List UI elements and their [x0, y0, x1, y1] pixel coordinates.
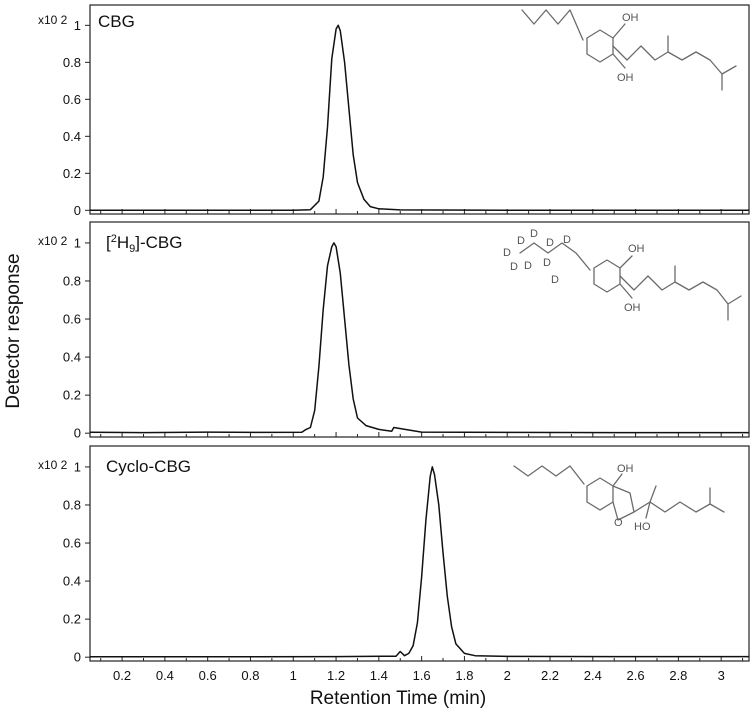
- structure-d-label: D: [510, 261, 518, 273]
- x-tick-label: 2.8: [669, 668, 687, 683]
- y-ticks: 0 0.2 0.4 0.6 0.8 1: [63, 459, 90, 665]
- x-tick-label: 1: [290, 668, 297, 683]
- x-tick-label: 1.8: [455, 668, 473, 683]
- x-tick-label: 2: [504, 668, 511, 683]
- structure-d-label: D: [530, 228, 538, 240]
- x-tick-label: 0.6: [199, 668, 217, 683]
- panel-title: Cyclo-CBG: [106, 457, 191, 476]
- panel-cbg: 0 0.2 0.4 0.6 0.8 1 x10 2 CBG OH OH: [38, 4, 750, 218]
- y-scale-label: x10 2: [38, 234, 68, 248]
- y-tick-label: 1: [74, 235, 81, 250]
- structure-benzene-ring: [586, 477, 614, 511]
- structure-d-label: D: [563, 234, 571, 246]
- y-tick-label: 0.8: [63, 55, 81, 70]
- y-axis-title: Detector response: [3, 253, 24, 408]
- structure-oh-label: OH: [624, 302, 641, 314]
- structure-deuterated-chain: [519, 242, 591, 271]
- x-tick-label: 0.4: [156, 668, 174, 683]
- structure-bond: [612, 23, 626, 39]
- x-tick-labels: 0.2 0.4 0.6 0.8 1 1.2 1.4 1.6 1.8 2 2.2 2.4 2.6 2.8 3: [113, 668, 725, 683]
- structure-geranyl-chain: [619, 275, 742, 305]
- y-tick-label: 0: [74, 426, 81, 441]
- y-tick-label: 0.6: [63, 312, 81, 327]
- y-tick-label: 0.4: [63, 574, 81, 589]
- trace-line: [89, 242, 749, 434]
- structure-bond: [619, 283, 633, 299]
- y-tick-label: 0.2: [63, 612, 81, 627]
- structure-d-label: D: [543, 257, 551, 269]
- x-tick-label: 1.4: [370, 668, 388, 683]
- panel-cyclo-cbg: 0 0.2 0.4 0.6 0.8 1 0.2 0.4 0.6 0.8 1 1.2 1.4 1.6 1.8…: [38, 445, 750, 683]
- structure-oh-label: OH: [622, 12, 639, 24]
- y-tick-label: 0.8: [63, 273, 81, 288]
- structure-bond: [619, 255, 633, 269]
- structure-d-label: D: [517, 235, 525, 247]
- structure-cyclo-cbg: OH O HO: [513, 463, 725, 533]
- y-tick-label: 0.6: [63, 92, 81, 107]
- structure-o-label: O: [614, 517, 623, 529]
- x-tick-label: 1.6: [413, 668, 431, 683]
- structure-furan-ring: [612, 485, 635, 521]
- panel-title: [2H9]-CBG: [106, 233, 183, 255]
- structure-ho-label: HO: [634, 521, 651, 533]
- structure-cbg: OH OH: [521, 9, 737, 91]
- y-scale-label: x10 2: [38, 13, 68, 27]
- y-ticks: 0 0.2 0.4 0.6 0.8 1: [63, 18, 90, 218]
- y-tick-label: 0.8: [63, 497, 81, 512]
- structure-d-label: D: [546, 237, 554, 249]
- x-tick-label: 3: [718, 668, 725, 683]
- panel-title: CBG: [98, 12, 135, 31]
- y-tick-label: 0: [74, 203, 81, 218]
- x-tick-label: 2.6: [627, 668, 645, 683]
- x-axis-title: Retention Time (min): [310, 688, 486, 709]
- plot-frame: [89, 221, 750, 438]
- x-tick-label: 1.2: [327, 668, 345, 683]
- y-tick-label: 0.2: [63, 166, 81, 181]
- structure-pentyl-chain: [513, 465, 585, 485]
- y-tick-label: 0.6: [63, 536, 81, 551]
- trace-line: [90, 24, 749, 212]
- x-tick-label: 2.2: [541, 668, 559, 683]
- y-tick-label: 1: [74, 459, 81, 474]
- y-tick-label: 0: [74, 650, 81, 665]
- x-tick-label: 2.4: [584, 668, 602, 683]
- structure-bond: [645, 501, 651, 519]
- structure-d-label: D: [551, 274, 559, 286]
- structure-d-label: D: [503, 247, 511, 259]
- y-tick-label: 0.2: [63, 388, 81, 403]
- plot-frame: [89, 445, 750, 662]
- structure-oh-label: OH: [628, 243, 645, 255]
- structure-oh-label: OH: [617, 72, 634, 84]
- x-tick-label: 0.2: [113, 668, 131, 683]
- y-ticks: 0 0.2 0.4 0.6 0.8 1: [63, 235, 90, 441]
- structure-geranyl-chain: [612, 45, 737, 75]
- y-tick-label: 0.4: [63, 350, 81, 365]
- structure-d-label: D: [524, 260, 532, 272]
- y-scale-label: x10 2: [38, 458, 68, 472]
- y-tick-label: 1: [74, 18, 81, 33]
- structure-pentyl-chain: [521, 9, 584, 41]
- structure-bond: [612, 53, 626, 69]
- x-tick-label: 0.8: [241, 668, 259, 683]
- plot-frame: [89, 4, 750, 215]
- y-tick-label: 0.4: [63, 129, 81, 144]
- structure-oh-label: OH: [617, 463, 634, 475]
- structure-benzene-ring: [593, 259, 621, 293]
- structure-benzene-ring: [586, 29, 614, 63]
- structure-d9-cbg: D D D D D D D D D OH OH: [503, 228, 742, 321]
- structure-bond: [612, 473, 623, 487]
- panel-d9-cbg: 0 0.2 0.4 0.6 0.8 1 x10 2 [2H9]-CBG D D D D D…: [38, 221, 750, 441]
- structure-bond: [649, 485, 657, 503]
- trace-line: [90, 466, 749, 658]
